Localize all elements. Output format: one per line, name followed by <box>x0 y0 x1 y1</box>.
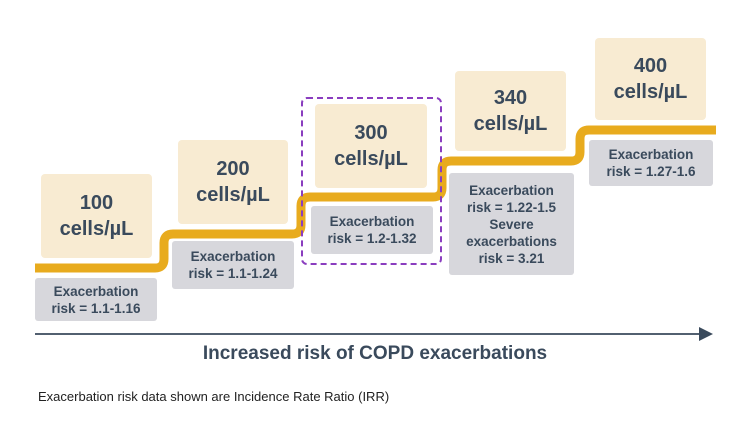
severe-line: exacerbations <box>466 233 557 249</box>
risk-box-400: Exacerbation risk = 1.27-1.6 <box>589 140 713 186</box>
level-unit: cells/µL <box>334 148 408 170</box>
highlight-box-300 <box>301 97 442 265</box>
risk-line: risk = 1.27-1.6 <box>606 164 696 179</box>
risk-line: Exacerbation <box>190 249 276 264</box>
level-unit: cells/µL <box>473 113 548 135</box>
level-box-300: 300 cells/µL <box>315 104 427 188</box>
risk-box-200: Exacerbation risk = 1.1-1.24 <box>172 241 294 289</box>
footnote: Exacerbation risk data shown are Inciden… <box>38 389 390 404</box>
stair-line <box>35 125 716 273</box>
axis-label: Increased risk of COPD exacerbations <box>202 343 548 364</box>
risk-line: Exacerbation <box>329 214 415 229</box>
risk-box-300: Exacerbation risk = 1.2-1.32 <box>311 206 433 254</box>
risk-line: risk = 1.2-1.32 <box>327 231 417 246</box>
risk-line: Exacerbation <box>53 283 139 299</box>
level-box-340: 340 cells/µL <box>455 71 566 151</box>
level-value: 300 <box>354 122 388 144</box>
risk-line: Exacerbation <box>608 147 694 162</box>
level-box-200: 200 cells/µL <box>178 140 288 224</box>
axis-arrowhead <box>699 327 713 341</box>
level-value: 400 <box>633 55 668 77</box>
level-unit: cells/µL <box>59 218 134 240</box>
risk-line: risk = 1.1-1.24 <box>188 266 278 281</box>
level-value: 100 <box>79 192 114 214</box>
risk-line: risk = 1.22-1.5 <box>467 199 556 215</box>
risk-line: Exacerbation <box>469 182 554 198</box>
level-box-400: 400 cells/µL <box>595 38 706 120</box>
level-unit: cells/µL <box>196 184 270 206</box>
level-value: 200 <box>216 158 250 180</box>
risk-line: risk = 1.1-1.16 <box>51 300 141 316</box>
risk-box-100: Exacerbation risk = 1.1-1.16 <box>35 278 157 321</box>
level-value: 340 <box>493 87 528 109</box>
severe-line: Severe <box>489 216 534 232</box>
level-box-100: 100 cells/µL <box>41 174 152 258</box>
severe-line: risk = 3.21 <box>478 250 545 266</box>
risk-box-340: Exacerbation risk = 1.22-1.5 Severe exac… <box>449 173 574 275</box>
level-unit: cells/µL <box>613 81 688 103</box>
